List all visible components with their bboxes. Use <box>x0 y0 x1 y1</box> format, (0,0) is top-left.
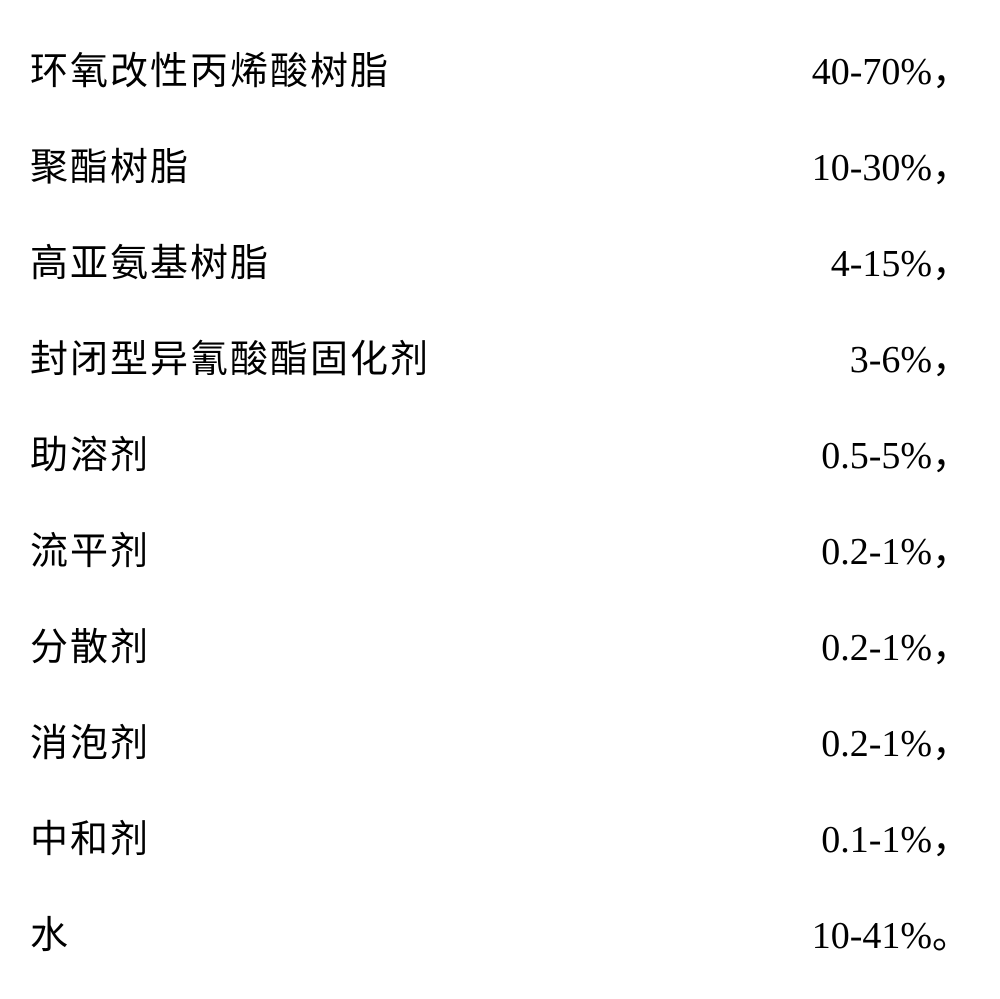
composition-table: 环氧改性丙烯酸树脂 40-70%， 聚酯树脂 10-30%， 高亚氨基树脂 4-… <box>30 20 970 980</box>
ingredient-label: 聚酯树脂 <box>30 136 190 191</box>
ingredient-label: 封闭型异氰酸酯固化剂 <box>30 328 430 383</box>
ingredient-value: 4-15%， <box>831 232 970 287</box>
ingredient-label: 环氧改性丙烯酸树脂 <box>30 40 390 95</box>
ingredient-label: 中和剂 <box>30 808 150 863</box>
ingredient-label: 消泡剂 <box>30 712 150 767</box>
table-row: 助溶剂 0.5-5%， <box>30 404 970 500</box>
table-row: 环氧改性丙烯酸树脂 40-70%， <box>30 20 970 116</box>
ingredient-value: 0.2-1%， <box>812 616 970 671</box>
ingredient-value: 0.1-1%， <box>812 808 970 863</box>
table-row: 分散剂 0.2-1%， <box>30 596 970 692</box>
ingredient-label: 水 <box>30 904 70 959</box>
ingredient-value: 10-41%。 <box>812 904 970 959</box>
ingredient-value: 0.5-5%， <box>812 424 970 479</box>
table-row: 封闭型异氰酸酯固化剂 3-6%， <box>30 308 970 404</box>
table-row: 水 10-41%。 <box>30 884 970 980</box>
table-row: 中和剂 0.1-1%， <box>30 788 970 884</box>
ingredient-label: 高亚氨基树脂 <box>30 232 270 287</box>
ingredient-value: 0.2-1%， <box>812 520 970 575</box>
table-row: 消泡剂 0.2-1%， <box>30 692 970 788</box>
ingredient-value: 40-70%， <box>812 40 970 95</box>
ingredient-value: 0.2-1%， <box>812 712 970 767</box>
ingredient-label: 助溶剂 <box>30 424 150 479</box>
table-row: 高亚氨基树脂 4-15%， <box>30 212 970 308</box>
ingredient-label: 分散剂 <box>30 616 150 671</box>
table-row: 流平剂 0.2-1%， <box>30 500 970 596</box>
ingredient-value: 3-6%， <box>831 328 970 383</box>
ingredient-label: 流平剂 <box>30 520 150 575</box>
table-row: 聚酯树脂 10-30%， <box>30 116 970 212</box>
ingredient-value: 10-30%， <box>812 136 970 191</box>
